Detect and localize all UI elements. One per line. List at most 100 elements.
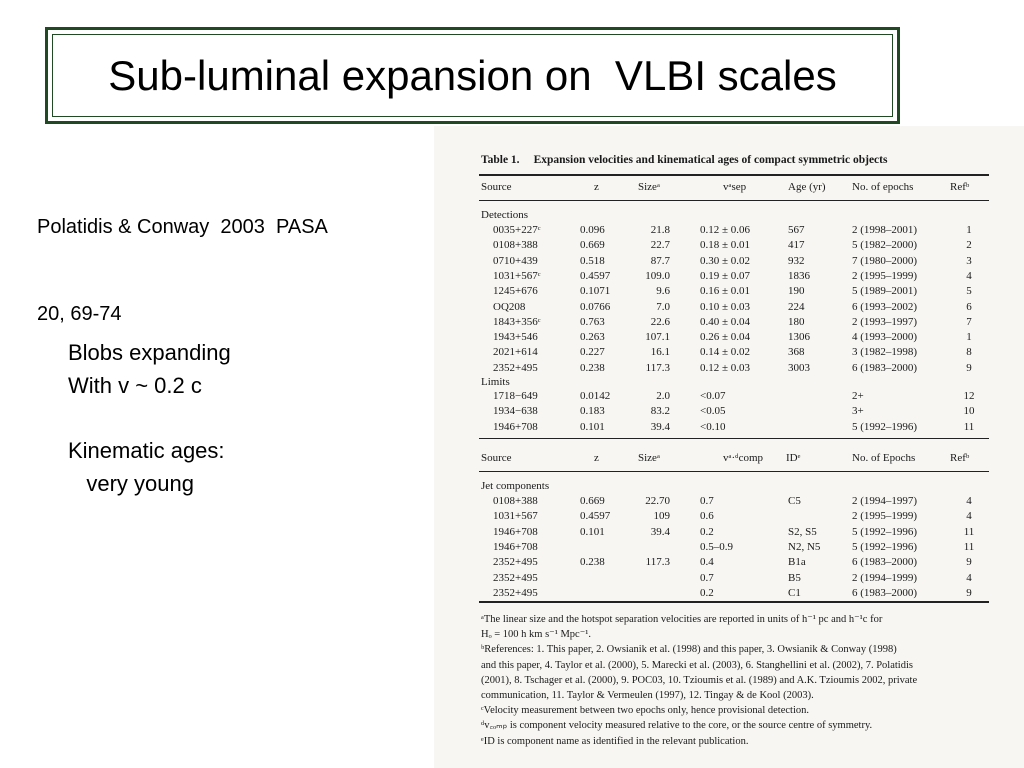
table-cell: 12 — [963, 390, 975, 402]
table-cell: 417 — [788, 239, 805, 252]
title-frame-inner — [52, 34, 893, 117]
table-cell: 2352+495 — [493, 571, 538, 584]
footnote-line: Hₒ = 100 h km s⁻¹ Mpc⁻¹. — [481, 629, 592, 641]
table-cell: 567 — [788, 224, 805, 236]
section-label: Limits — [481, 376, 510, 388]
table-cell: <0.05 — [700, 405, 726, 418]
footnote-line: (2001), 8. Tschager et al. (2000), 9. PO… — [481, 674, 918, 686]
table-row: 0108+388 0.669 22.70 0.7 C5 2 (1994–1997) 4 — [434, 495, 1024, 509]
col-header: Source — [481, 181, 512, 193]
table-cell: 1934−638 — [493, 405, 538, 418]
table-cell: 3 (1982–1998) — [852, 346, 918, 359]
table-cell: 39.4 — [650, 420, 670, 433]
table-row: 0710+439 0.518 87.7 0.30 ± 0.02 932 7 (1980–2… — [434, 255, 1024, 269]
table-cell: 3003 — [788, 361, 810, 374]
table-row: 1245+676 0.1071 9.6 0.16 ± 0.01 190 5 (1989–2… — [434, 285, 1024, 299]
citation-line: Polatidis & Conway 2003 PASA — [37, 216, 328, 238]
table-cell: 109.0 — [645, 269, 670, 282]
table-header: Source z Sizeᵃ vᵃ·ᵈcomp IDᵉ No. of Epoch… — [434, 452, 1024, 466]
table-cell: 9 — [966, 361, 972, 374]
table-row: 1946+708 0.5–0.9 N2, N5 5 (1992–1996) 11 — [434, 541, 1024, 555]
table-row: 2021+614 0.227 16.1 0.14 ± 0.02 368 3 (1982–1… — [434, 346, 1024, 360]
table-cell: 0.12 ± 0.03 — [700, 361, 751, 374]
table-cell: 0035+227ᶜ — [493, 224, 541, 236]
table-cell: OQ208 — [493, 300, 526, 313]
table-cell: 22.7 — [650, 239, 670, 252]
table-cell: 4 (1993–2000) — [852, 331, 918, 344]
table-cell: 0710+439 — [493, 254, 538, 267]
footnote-line: ᶜVelocity measurement between two epochs… — [481, 705, 809, 717]
table-cell: 39.4 — [650, 525, 670, 538]
table-cell: 1031+567 — [493, 510, 538, 523]
table-header: Source z Sizeᵃ vᵃsep Age (yr) No. of epo… — [434, 181, 1024, 195]
table-cell: 22.6 — [650, 315, 670, 328]
table-cell: 0.2 — [700, 525, 714, 538]
table-rule — [479, 601, 989, 603]
table-rule — [479, 438, 989, 439]
table-cell: 190 — [788, 285, 805, 298]
table-row: 2352+495 0.238 117.3 0.12 ± 0.03 3003 6 (1983… — [434, 362, 1024, 376]
table-cell: B5 — [788, 571, 801, 584]
col-header: Source — [481, 452, 512, 464]
table-cell: 7 (1980–2000) — [852, 254, 918, 267]
table-cell: 0.238 — [580, 556, 605, 569]
footnote-line: and this paper, 4. Taylor et al. (2000),… — [481, 659, 913, 671]
table-cell: 1946+708 — [493, 540, 538, 553]
table-cell: 0.096 — [580, 224, 605, 236]
table-cell: 5 (1989–2001) — [852, 285, 918, 298]
table-cell: 4 — [966, 495, 972, 507]
table-cell: 0.0766 — [580, 300, 611, 313]
table-row: 1946+708 0.101 39.4 0.2 S2, S5 5 (1992–1996) 1… — [434, 526, 1024, 540]
section-label: Detections — [481, 209, 529, 221]
table-cell: 9 — [966, 556, 972, 569]
table-cell: 0.2 — [700, 586, 714, 599]
table-cell: 1 — [966, 224, 972, 236]
table-cell: 180 — [788, 315, 805, 328]
table-cell: 0.40 ± 0.04 — [700, 315, 751, 328]
table-cell: 0.1071 — [580, 285, 611, 298]
bullet-text: Blobs expanding — [68, 340, 231, 365]
table-cell: 0.238 — [580, 361, 605, 374]
table-cell: 5 (1992–1996) — [852, 525, 918, 538]
table-cell: 0.669 — [580, 495, 605, 507]
table-cell: 0.101 — [580, 420, 605, 433]
slide-title: Sub-luminal expansion on VLBI scales — [108, 52, 837, 99]
table-cell: 2+ — [852, 390, 864, 402]
table-cell: 6 (1983–2000) — [852, 556, 918, 569]
table-cell: 3+ — [852, 405, 864, 418]
table-cell: 1306 — [788, 331, 810, 344]
table-cell: 6 (1983–2000) — [852, 586, 918, 599]
table-cell: B1a — [788, 556, 806, 569]
table-cell: 6 — [966, 300, 972, 313]
table-cell: 2 (1998–2001) — [852, 224, 918, 236]
table-cell: 0.4597 — [580, 269, 611, 282]
table-cell: 0.7 — [700, 571, 714, 584]
table-cell: 1943+546 — [493, 331, 538, 344]
table-cell: 109 — [653, 510, 671, 523]
table-cell: S2, S5 — [788, 525, 817, 538]
table-cell: 11 — [963, 420, 975, 433]
table-rule — [479, 200, 989, 201]
bullet-text: Kinematic ages: — [68, 438, 225, 463]
col-header: Sizeᵃ — [638, 181, 660, 193]
table-cell: 16.1 — [650, 346, 670, 359]
citation: Polatidis & Conway 2003 PASA 20, 69-74 — [37, 155, 437, 358]
col-header: z — [594, 181, 599, 193]
table-cell: 5 (1982–2000) — [852, 239, 918, 252]
table-cell: 1946+708 — [493, 420, 538, 433]
table-row: 2352+495 0.2 C1 6 (1983–2000) 9 — [434, 587, 1024, 601]
table-cell: 0.518 — [580, 254, 605, 267]
table-cell: 5 (1992–1996) — [852, 420, 918, 433]
table-cell: 1843+356ᶜ — [493, 315, 541, 328]
table-cell: 0.101 — [580, 525, 605, 538]
footnote-line: ᵉID is component name as identified in t… — [481, 735, 749, 747]
col-header: No. of epochs — [852, 181, 914, 193]
footnote-line: communication, 11. Taylor & Vermeulen (1… — [481, 690, 814, 702]
table-cell: 0.16 ± 0.01 — [700, 285, 751, 298]
table-cell: 1718−649 — [493, 390, 538, 402]
table-cell: 0.14 ± 0.02 — [700, 346, 751, 359]
table-cell: 2 (1995–1999) — [852, 510, 918, 523]
table-cell: 0.0142 — [580, 390, 611, 402]
table-cell: 6 (1983–2000) — [852, 361, 918, 374]
table-row: 1031+567ᶜ 0.4597 109.0 0.19 ± 0.07 1836 2 (19… — [434, 270, 1024, 284]
